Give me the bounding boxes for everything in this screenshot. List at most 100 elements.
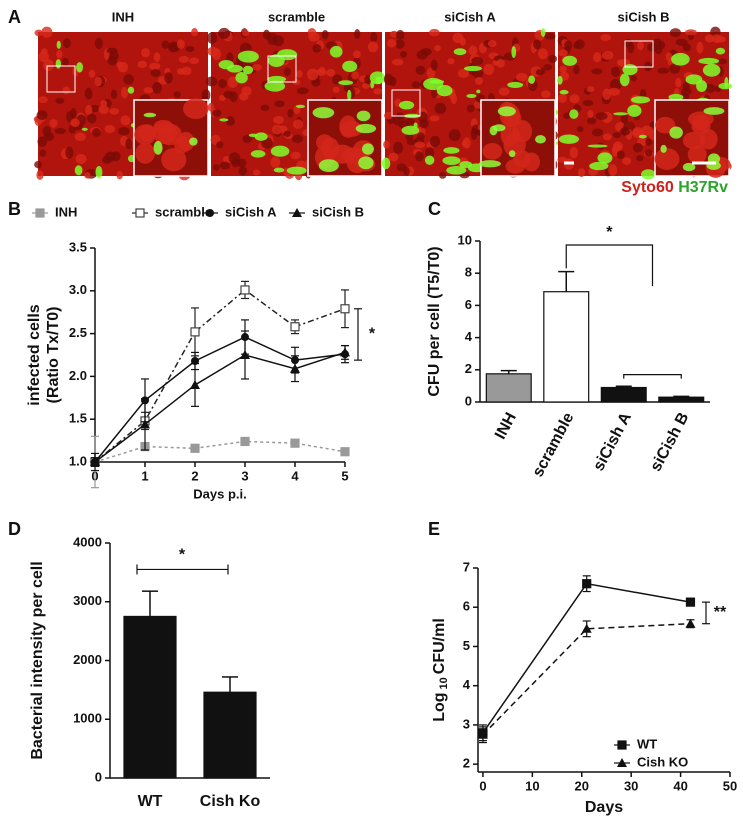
cell	[87, 113, 97, 124]
inset-cell	[339, 115, 357, 138]
cell	[474, 76, 483, 85]
cell	[149, 62, 161, 70]
inset-bacteria	[358, 156, 374, 170]
cell	[63, 38, 71, 49]
legend-label: siCish B	[312, 204, 364, 219]
bacteria	[74, 165, 83, 176]
marker	[190, 327, 200, 337]
cell	[62, 58, 69, 67]
marker	[340, 447, 350, 457]
bacteria	[558, 134, 580, 144]
bacteria	[562, 55, 578, 66]
marker	[290, 363, 300, 373]
bacteria	[95, 165, 103, 179]
marker	[90, 457, 100, 466]
legend-label: siCish A	[225, 204, 277, 219]
marker	[240, 436, 250, 447]
cell	[601, 50, 614, 60]
cell	[696, 41, 704, 54]
cell	[386, 39, 397, 48]
bacteria	[219, 118, 229, 122]
cell	[641, 125, 653, 136]
stain-label: Syto60	[621, 179, 674, 196]
cell	[620, 114, 628, 124]
cell	[306, 68, 319, 81]
bacteria	[540, 28, 546, 37]
cell	[544, 32, 556, 40]
bacteria	[268, 54, 285, 67]
significance: *	[369, 326, 376, 343]
bar	[485, 373, 532, 403]
marker	[617, 758, 627, 767]
x-tick-label: 5	[341, 468, 348, 483]
cell	[430, 59, 438, 71]
cell	[415, 65, 426, 75]
cell	[88, 69, 96, 78]
x-tick-label: 3	[241, 468, 248, 483]
cell	[487, 40, 497, 48]
legend-label: INH	[55, 204, 77, 219]
cell	[34, 29, 43, 37]
inset-cell	[655, 116, 676, 134]
inset-cell	[699, 129, 718, 150]
inset-cell	[654, 148, 680, 170]
image-label: scramble	[268, 9, 325, 24]
bacteria	[264, 80, 286, 92]
inset-box	[46, 65, 76, 93]
bacteria	[627, 104, 642, 117]
cell	[191, 27, 198, 37]
cell	[143, 87, 154, 94]
marker	[685, 618, 696, 628]
marker	[240, 285, 250, 295]
cell	[684, 29, 697, 36]
cell	[669, 28, 681, 38]
marker	[340, 347, 350, 357]
y-axis-label: Log 10 CFU/ml	[431, 618, 450, 722]
cell	[675, 77, 682, 88]
cell	[84, 171, 91, 179]
cell	[68, 124, 77, 134]
cell	[459, 37, 466, 46]
y-tick-label: 2	[463, 756, 470, 771]
cell	[354, 29, 361, 40]
x-tick-label: 30	[624, 778, 638, 793]
y-tick-label: 1000	[73, 711, 102, 726]
cell	[74, 132, 86, 141]
cell	[251, 64, 262, 71]
cell	[391, 58, 404, 66]
cell	[307, 28, 317, 37]
bacteria	[248, 133, 258, 138]
y-label-part: CFU/ml	[431, 618, 448, 674]
cell	[548, 54, 558, 63]
cell	[296, 70, 303, 78]
cell	[400, 50, 408, 58]
bacteria	[698, 57, 720, 65]
cell	[41, 26, 53, 38]
cell	[185, 46, 195, 53]
error-bar	[558, 270, 575, 292]
bacteria	[237, 50, 259, 63]
cell	[573, 64, 580, 75]
bacteria	[702, 63, 721, 77]
image-label: siCish A	[444, 9, 496, 24]
cell	[434, 102, 447, 115]
cell	[54, 127, 66, 135]
bacteria	[81, 127, 88, 131]
series-line	[94, 336, 346, 463]
cell	[55, 97, 65, 104]
bacteria	[559, 89, 569, 95]
cell	[645, 149, 653, 157]
y-tick-label: 10	[458, 232, 472, 247]
x-axis-label: Days	[585, 799, 623, 816]
cell	[541, 90, 551, 98]
cell	[38, 51, 49, 63]
cell	[252, 169, 261, 176]
inset-cell	[177, 131, 195, 152]
image-label: siCish B	[617, 9, 669, 24]
cell	[49, 118, 58, 128]
inset-cell	[161, 148, 187, 172]
inset-cell	[153, 121, 178, 145]
bacteria	[597, 152, 613, 164]
cell	[384, 111, 393, 120]
